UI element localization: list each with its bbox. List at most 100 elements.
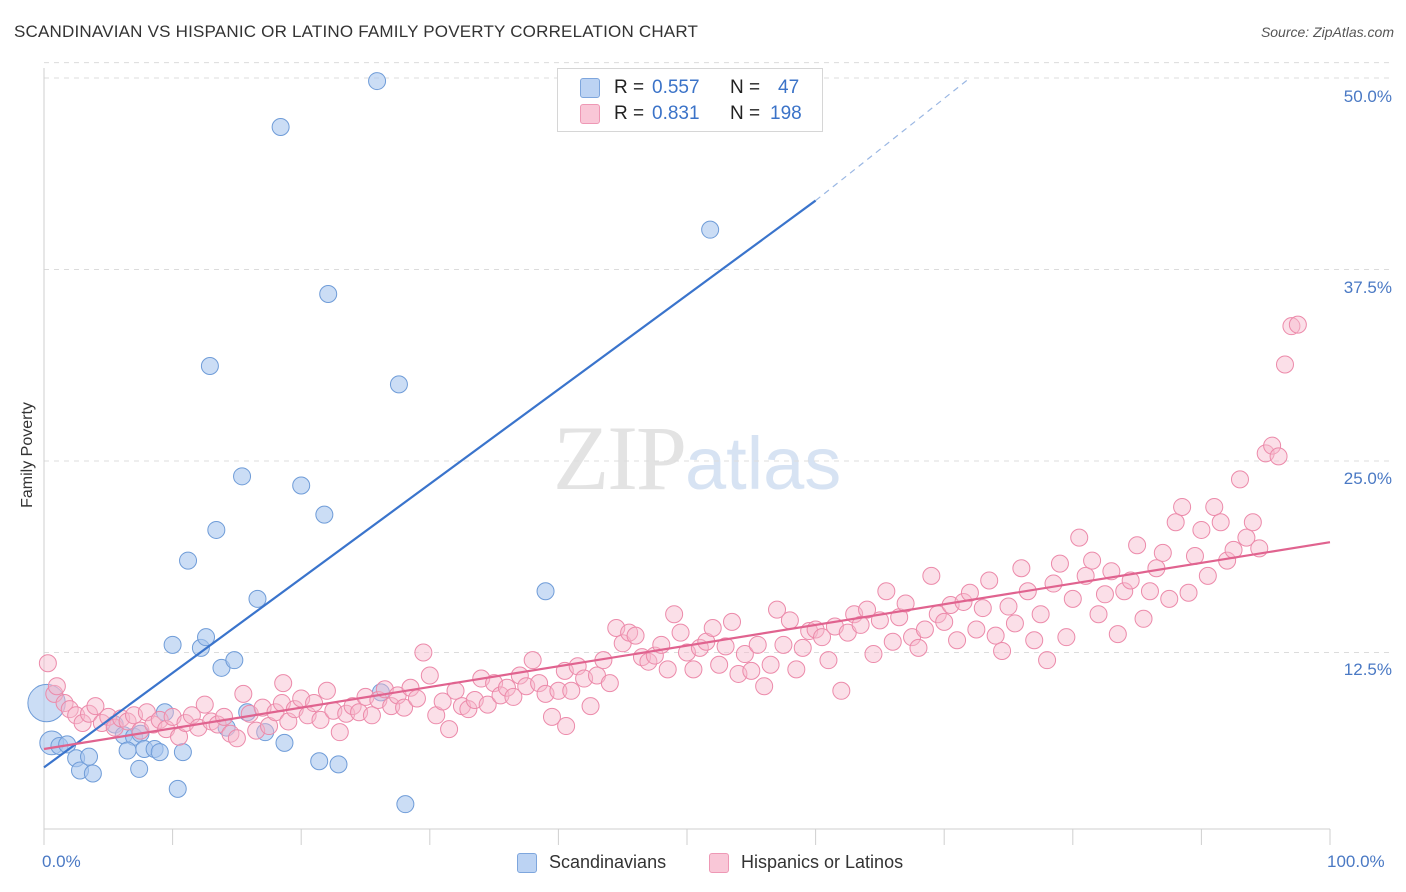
hispanic-point [227,729,246,748]
hispanic-point [478,695,497,714]
hispanic-point [1070,528,1089,547]
hispanic-point [221,724,240,743]
hispanic-point [986,626,1005,645]
hispanic-point [433,692,452,711]
hispanic-point [1269,447,1288,466]
hispanic-point [735,645,754,664]
hispanic-point [793,638,812,657]
hispanic-point [671,623,690,642]
y-tick-label-37-5: 37.5% [1343,278,1392,297]
legend-n-label: N = [730,103,761,124]
scandinavian-point [80,747,99,766]
scandinavian-point [150,743,169,762]
legend-r-value: 0.831 [652,103,700,124]
scandinavian-point [27,683,66,723]
hispanic-point [960,583,979,602]
hispanic-point [883,632,902,651]
hispanic-point [504,687,523,706]
legend-r-label: R = [614,77,645,98]
hispanic-point [67,706,86,725]
bottom-legend-swatch-blue [517,852,537,873]
y-tick-label-12-5: 12.5% [1343,660,1392,679]
bottom-legend-label: Scandinavians [549,852,667,872]
hispanic-point [497,678,516,697]
hispanic-point [703,618,722,637]
watermark-zip: ZIP [553,407,687,509]
hispanic-point [1031,605,1050,624]
legend-n-label: N = [730,77,761,98]
hispanic-point [1095,585,1114,604]
scandinavian-point [271,118,290,137]
hispanic-point [459,700,478,719]
scandinavian-point [368,72,387,91]
bottom-legend-label: Hispanics or Latinos [741,852,904,872]
hispanic-point [710,655,729,674]
scandinavian-point [536,582,555,601]
hispanic-point [1198,566,1217,585]
y-tick-label-50: 50.0% [1343,87,1392,106]
hispanic-point [195,695,214,714]
hispanic-point [915,620,934,639]
hispanic-point [215,707,234,726]
watermark-atlas: atlas [685,422,842,505]
hispanic-point [523,651,542,670]
hispanic-point [1140,582,1159,601]
hispanic-point [1057,628,1076,647]
hispanic-point [1044,574,1063,593]
hispanic-point [780,611,799,630]
hispanic-point [742,661,761,680]
hispanic-point [1063,589,1082,608]
hispanic-point [748,635,767,654]
hispanic-point [1108,625,1127,644]
legend-n-value: 47 [778,77,800,98]
hispanic-point [1160,589,1179,608]
hispanic-point [1288,315,1307,334]
scandinavian-trend-extension [815,77,971,202]
hispanic-point [73,713,92,732]
hispanic-point [1211,513,1230,532]
hispanic-point [851,615,870,634]
scandinavian-point [130,759,149,778]
chart-title: SCANDINAVIAN VS HISPANIC OR LATINO FAMIL… [14,22,699,41]
y-tick-label-25: 25.0% [1343,469,1392,488]
hispanic-point [557,717,576,736]
source-label: Source: ZipAtlas.com [1260,24,1394,40]
hispanic-point [922,566,941,585]
hispanic-point [1173,497,1192,516]
hispanic-point [658,660,677,679]
scandinavian-point [179,551,198,570]
hispanic-point [1012,559,1031,578]
hispanic-point [549,681,568,700]
scandinavian-point [389,375,408,394]
hispanic-point [1038,651,1057,670]
hispanic-point [542,707,561,726]
hispanic-point [440,720,459,739]
hispanic-point [382,697,401,716]
hispanic-point [909,638,928,657]
bottom-legend-swatch-pink [709,852,729,873]
hispanic-point [1192,520,1211,539]
scandinavian-point [168,779,187,798]
hispanic-point [1121,571,1140,590]
hispanic-point [600,674,619,693]
hispanic-point [935,612,954,631]
hispanic-point [832,681,851,700]
hispanic-point [993,641,1012,660]
scandinavian-point [173,743,192,762]
hispanic-point [562,681,581,700]
hispanic-point [395,698,414,717]
hispanic-point [1050,554,1069,573]
scandinavian-point [701,220,720,239]
legend-row-hispanics: R = 0.831 N = 198 [580,102,802,126]
hispanic-point [980,571,999,590]
scandinavian-trend-line [43,199,817,769]
scandinavian-point [329,755,348,774]
legend-row-scandinavians: R = 0.557 N = 47 [580,76,799,100]
hispanic-point [311,710,330,729]
bottom-legend-scandinavians: Scandinavians [517,852,666,873]
hispanic-point [1243,513,1262,532]
hispanic-point [1102,562,1121,581]
hispanic-point [787,660,806,679]
hispanic-point [1083,551,1102,570]
hispanic-point [967,620,986,639]
